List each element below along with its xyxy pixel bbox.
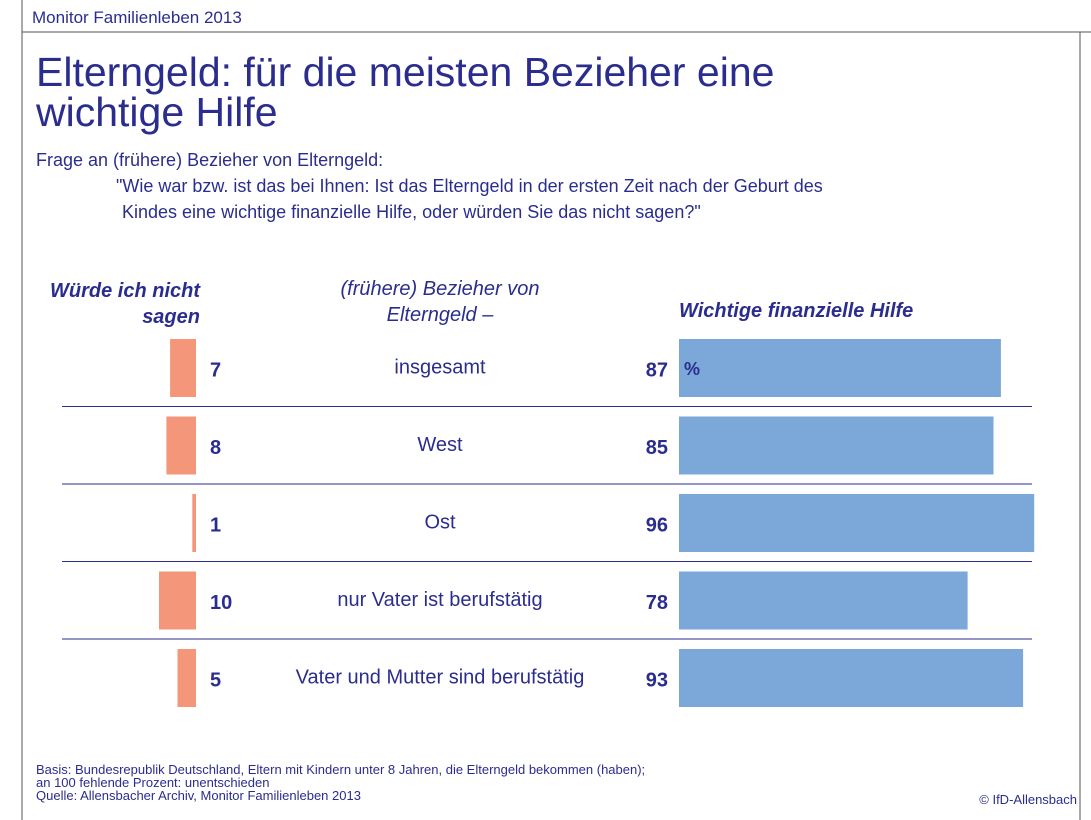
question-line: Kindes eine wichtige finanzielle Hilfe, … bbox=[122, 202, 701, 222]
bar bbox=[177, 649, 196, 707]
value-label: 10 bbox=[210, 592, 232, 614]
bar bbox=[192, 494, 196, 552]
unit-label: % bbox=[684, 359, 700, 379]
bar bbox=[166, 416, 196, 475]
copyright: © IfD-Allensbach bbox=[979, 792, 1077, 807]
category-header: (frühere) Bezieher von Elterngeld – bbox=[340, 278, 540, 326]
value-label: 93 bbox=[646, 669, 668, 691]
value-label: 96 bbox=[646, 514, 668, 536]
category-label: West bbox=[417, 434, 463, 456]
question-intro: Frage an (frühere) Bezieher von Elternge… bbox=[36, 150, 384, 170]
value-label: 5 bbox=[210, 669, 221, 691]
legend-left: Würde ich nicht sagen bbox=[50, 280, 200, 328]
title-line: wichtige Hilfe bbox=[36, 89, 278, 135]
bar bbox=[159, 571, 196, 630]
bar bbox=[170, 339, 196, 397]
category-label: Ost bbox=[424, 511, 456, 533]
title-line: Elterngeld: für die meisten Bezieher ein… bbox=[36, 49, 775, 95]
category-label: insgesamt bbox=[394, 356, 486, 378]
legend-right: Wichtige finanzielle Hilfe bbox=[679, 300, 914, 322]
question-line: "Wie war bzw. ist das bei Ihnen: Ist das… bbox=[116, 176, 823, 196]
note: Quelle: Allensbacher Archiv, Monitor Fam… bbox=[36, 788, 361, 803]
note: Basis: Bundesrepublik Deutschland, Elter… bbox=[36, 762, 646, 777]
bar bbox=[679, 494, 1035, 552]
bar bbox=[679, 339, 1001, 397]
note: an 100 fehlende Prozent: unentschieden bbox=[36, 775, 270, 790]
value-label: 85 bbox=[646, 437, 668, 459]
bar bbox=[679, 649, 1024, 707]
value-label: 87 bbox=[646, 359, 668, 381]
value-label: 8 bbox=[210, 437, 221, 459]
value-label: 1 bbox=[210, 514, 221, 536]
value-label: 78 bbox=[646, 592, 668, 614]
value-label: 7 bbox=[210, 359, 221, 381]
header: Monitor Familienleben 2013 bbox=[32, 8, 242, 27]
bar bbox=[679, 416, 994, 475]
category-label: nur Vater ist berufstätig bbox=[337, 589, 542, 611]
category-label: Vater und Mutter sind berufstätig bbox=[296, 666, 585, 688]
bar bbox=[679, 571, 968, 630]
